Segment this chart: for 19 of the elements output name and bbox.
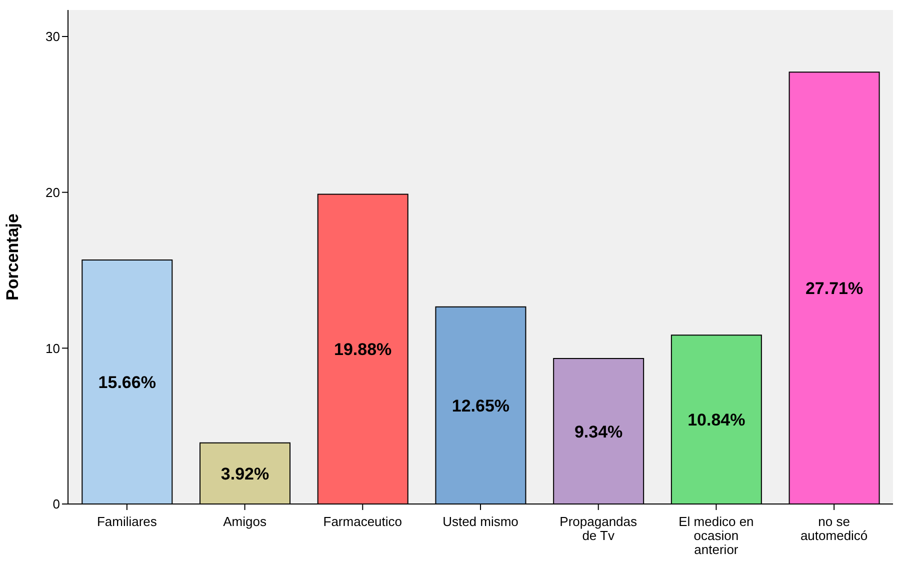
y-tick-label: 20 bbox=[46, 184, 60, 200]
x-tick-label: Propagandas de Tv bbox=[560, 514, 638, 543]
y-axis-title: Porcentaje bbox=[3, 214, 22, 300]
data-label: 27.71% bbox=[805, 279, 864, 298]
data-label: 12.65% bbox=[452, 396, 510, 416]
data-label: 15.66% bbox=[98, 373, 156, 392]
y-tick-label: 10 bbox=[46, 340, 60, 356]
data-label: 9.34% bbox=[574, 422, 623, 442]
x-tick-label: Amigos bbox=[223, 514, 267, 529]
x-tick-label: Usted mismo bbox=[442, 514, 518, 529]
y-tick-label: 30 bbox=[46, 29, 60, 44]
data-label: 3.92% bbox=[220, 464, 270, 484]
y-tick-label: 0 bbox=[52, 496, 60, 512]
x-tick-label: no se automedicó bbox=[800, 514, 868, 543]
data-label: 19.88% bbox=[334, 340, 392, 360]
x-tick-label: Farmaceutico bbox=[323, 514, 402, 529]
x-tick-label: El medico en ocasion anterior bbox=[678, 514, 754, 557]
data-label: 10.84% bbox=[688, 410, 746, 430]
x-tick-label: Familiares bbox=[96, 514, 158, 529]
